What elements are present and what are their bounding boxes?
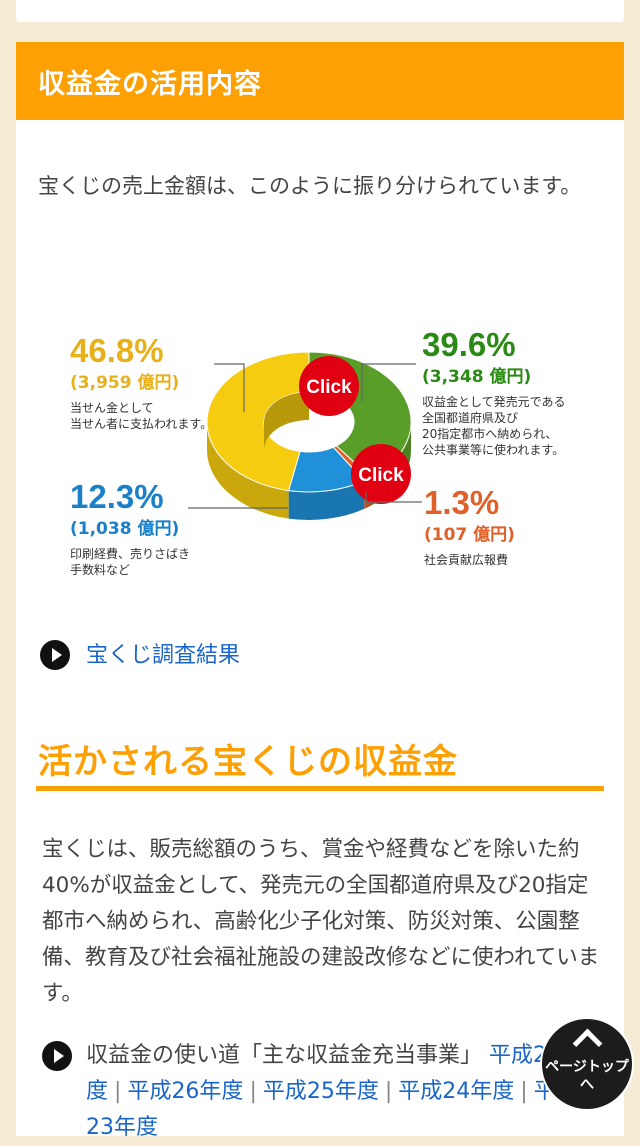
year-link-25[interactable]: 平成25年度 <box>262 1079 379 1104</box>
click-badge <box>351 444 411 504</box>
section2-title: 活かされる宝くじの収益金 <box>38 742 458 782</box>
description-label: 収益金として発売元である <box>422 394 566 409</box>
leader-line <box>214 363 245 412</box>
description-label: 社会貢献広報費 <box>424 552 508 567</box>
percent-label: 39.6% <box>422 326 516 363</box>
percent-label: 12.3% <box>70 478 164 515</box>
year-link-26[interactable]: 平成26年度 <box>127 1079 244 1104</box>
description-label: 手数料など <box>70 562 130 577</box>
page-top-button[interactable]: ページトップへ <box>540 1017 634 1111</box>
slice-side-0 <box>207 422 289 519</box>
description-label: 当せん金として <box>70 400 154 415</box>
survey-results-link[interactable]: 宝くじ調査結果 <box>86 643 241 668</box>
year-link-24[interactable]: 平成24年度 <box>398 1079 515 1104</box>
click-badge <box>299 356 359 416</box>
percent-label: 1.3% <box>424 484 499 521</box>
chevron-up-icon <box>572 1028 602 1059</box>
percent-label: 46.8% <box>70 332 164 369</box>
section-title: 収益金の活用内容 <box>38 68 262 100</box>
usage-links: 収益金の使い道「主な収益金充当事業」 平成27年度 | 平成26年度 | 平成25年度 |… <box>42 1038 602 1146</box>
section2-underline <box>36 786 604 791</box>
amount-label: (1,038 億円) <box>70 518 179 539</box>
section-header: 収益金の活用内容 <box>16 42 624 120</box>
allocation-chart: Click Click 46.8% (3,959 億円) 当せん金として当せん者に支払わ… <box>16 282 624 625</box>
lead-text: 宝くじの売上金額は、このように振り分けられています。 <box>38 174 582 198</box>
description-label: 20指定都市へ納められ、 <box>422 426 557 441</box>
arrow-right-icon <box>40 640 70 670</box>
click-label: Click <box>306 377 352 398</box>
description-label: 公共事業等に使われます。 <box>422 442 564 457</box>
page-top-label: ページトップへ <box>545 1059 629 1093</box>
amount-label: (107 億円) <box>424 524 515 545</box>
leader-line <box>365 492 422 503</box>
leader-line <box>361 363 416 402</box>
description-label: 全国都道府県及び <box>422 410 518 425</box>
usage-intro: 収益金の使い道「主な収益金充当事業」 <box>86 1043 483 1068</box>
amount-label: (3,348 億円) <box>422 366 531 387</box>
slice-side-3 <box>288 480 365 520</box>
description-label: 印刷経費、売りさばき <box>70 546 190 561</box>
pie-chart: Click Click 46.8% (3,959 億円) 当せん金として当せん者に支払わ… <box>70 326 594 625</box>
amount-label: (3,959 億円) <box>70 372 179 393</box>
section2-body: 宝くじは、販売総額のうち、賞金や経費などを除いた約40%が収益金として、発売元の… <box>42 837 600 1006</box>
content-card: 収益金の活用内容 宝くじの売上金額は、このように振り分けられています。 Clic… <box>16 42 624 1140</box>
survey-link-row[interactable]: 宝くじ調査結果 <box>40 640 240 672</box>
description-label: 当せん者に支払われます。 <box>70 417 212 431</box>
click-label: Click <box>358 465 404 486</box>
slice-inner-0 <box>264 392 309 450</box>
arrow-right-icon <box>42 1041 72 1071</box>
previous-card <box>16 0 624 22</box>
